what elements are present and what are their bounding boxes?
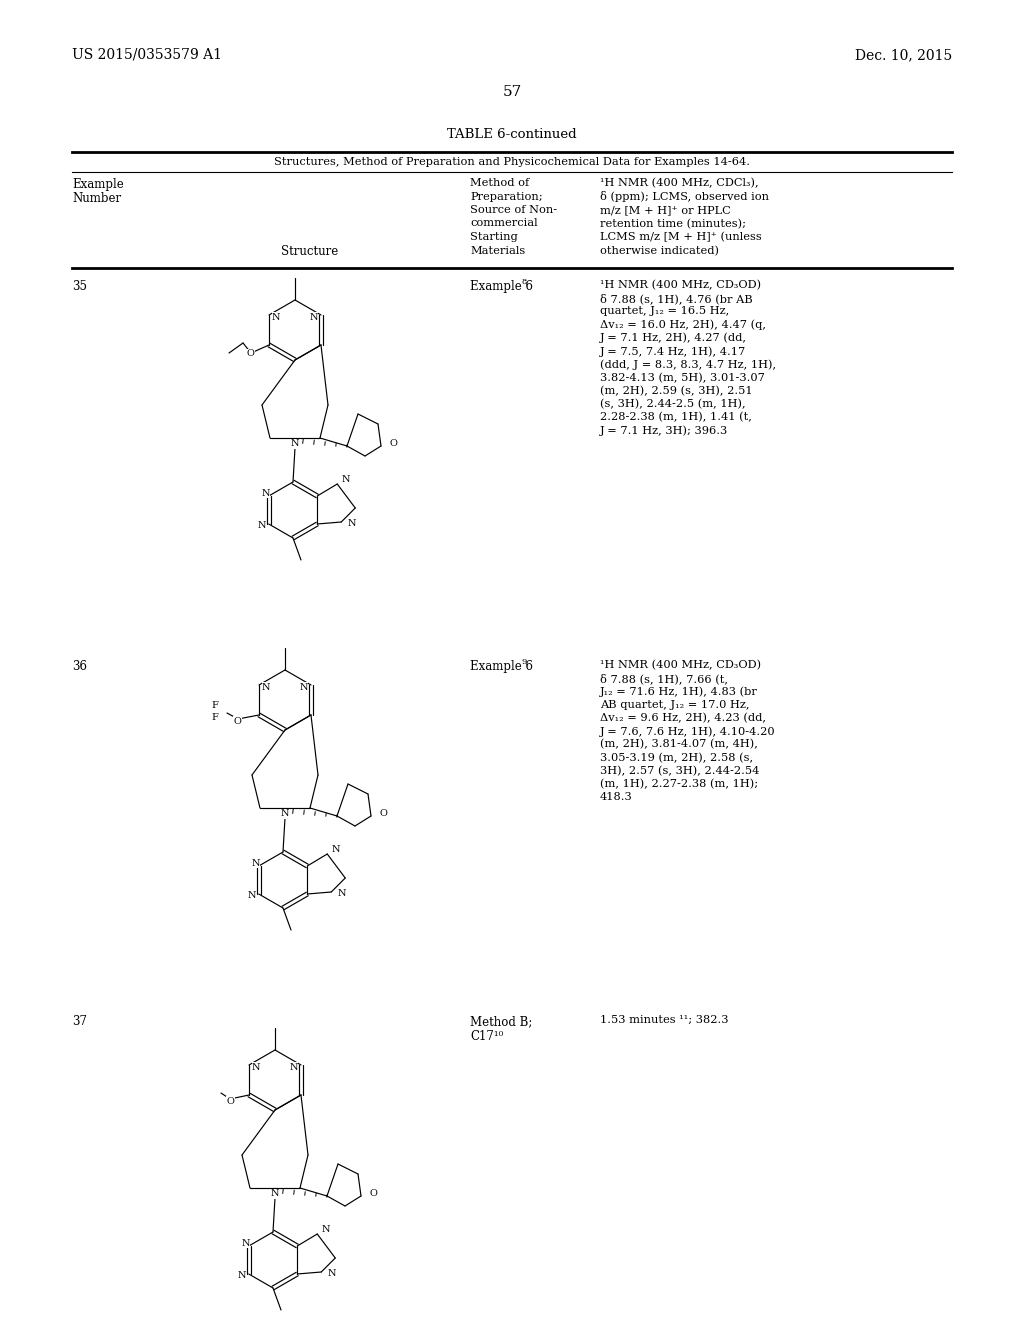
Text: 57: 57: [503, 84, 521, 99]
Text: ¹H NMR (400 MHz, CD₃OD): ¹H NMR (400 MHz, CD₃OD): [600, 660, 761, 671]
Text: N: N: [270, 1189, 280, 1199]
Text: 2.28-2.38 (m, 1H), 1.41 (t,: 2.28-2.38 (m, 1H), 1.41 (t,: [600, 412, 752, 422]
Text: J = 7.1 Hz, 3H); 396.3: J = 7.1 Hz, 3H); 396.3: [600, 425, 728, 436]
Text: (s, 3H), 2.44-2.5 (m, 1H),: (s, 3H), 2.44-2.5 (m, 1H),: [600, 399, 745, 409]
Text: Example 6: Example 6: [470, 280, 534, 293]
Text: 36: 36: [72, 660, 87, 673]
Text: Structures, Method of Preparation and Physicochemical Data for Examples 14-64.: Structures, Method of Preparation and Ph…: [274, 157, 750, 168]
Text: (ddd, J = 8.3, 8.3, 4.7 Hz, 1H),: (ddd, J = 8.3, 8.3, 4.7 Hz, 1H),: [600, 359, 776, 370]
Text: Method B;: Method B;: [470, 1015, 532, 1028]
Text: TABLE 6-continued: TABLE 6-continued: [447, 128, 577, 141]
Text: 9: 9: [522, 657, 527, 667]
Text: N: N: [257, 520, 266, 529]
Text: Example: Example: [72, 178, 124, 191]
Text: Number: Number: [72, 191, 121, 205]
Text: ¹H NMR (400 MHz, CD₃OD): ¹H NMR (400 MHz, CD₃OD): [600, 280, 761, 290]
Text: N: N: [291, 440, 299, 449]
Text: O: O: [233, 717, 241, 726]
Text: O: O: [226, 1097, 234, 1106]
Text: ¹H NMR (400 MHz, CDCl₃),: ¹H NMR (400 MHz, CDCl₃),: [600, 178, 759, 189]
Text: O: O: [379, 809, 387, 818]
Text: 37: 37: [72, 1015, 87, 1028]
Text: F: F: [212, 701, 218, 710]
Text: Materials: Materials: [470, 246, 525, 256]
Text: N: N: [341, 474, 350, 483]
Text: N: N: [261, 488, 269, 498]
Text: Source of Non-: Source of Non-: [470, 205, 557, 215]
Text: N: N: [331, 845, 340, 854]
Text: quartet, J₁₂ = 16.5 Hz,: quartet, J₁₂ = 16.5 Hz,: [600, 306, 729, 317]
Text: N: N: [337, 890, 346, 899]
Text: N: N: [309, 313, 318, 322]
Text: Starting: Starting: [470, 232, 518, 242]
Text: Dec. 10, 2015: Dec. 10, 2015: [855, 48, 952, 62]
Text: Preparation;: Preparation;: [470, 191, 543, 202]
Text: N: N: [322, 1225, 330, 1233]
Text: Δv₁₂ = 9.6 Hz, 2H), 4.23 (dd,: Δv₁₂ = 9.6 Hz, 2H), 4.23 (dd,: [600, 713, 766, 723]
Text: J₁₂ = 71.6 Hz, 1H), 4.83 (br: J₁₂ = 71.6 Hz, 1H), 4.83 (br: [600, 686, 758, 697]
Text: 8: 8: [522, 279, 527, 286]
Text: N: N: [242, 1238, 250, 1247]
Text: Δv₁₂ = 16.0 Hz, 2H), 4.47 (q,: Δv₁₂ = 16.0 Hz, 2H), 4.47 (q,: [600, 319, 766, 330]
Text: otherwise indicated): otherwise indicated): [600, 246, 719, 256]
Text: 3.05-3.19 (m, 2H), 2.58 (s,: 3.05-3.19 (m, 2H), 2.58 (s,: [600, 752, 753, 763]
Text: δ 7.88 (s, 1H), 7.66 (t,: δ 7.88 (s, 1H), 7.66 (t,: [600, 673, 728, 684]
Text: N: N: [247, 891, 256, 899]
Text: retention time (minutes);: retention time (minutes);: [600, 219, 746, 228]
Text: N: N: [262, 682, 270, 692]
Text: C17¹⁰: C17¹⁰: [470, 1030, 503, 1043]
Text: Method of: Method of: [470, 178, 529, 187]
Text: (m, 2H), 3.81-4.07 (m, 4H),: (m, 2H), 3.81-4.07 (m, 4H),: [600, 739, 758, 750]
Text: J = 7.5, 7.4 Hz, 1H), 4.17: J = 7.5, 7.4 Hz, 1H), 4.17: [600, 346, 746, 356]
Text: 3.82-4.13 (m, 5H), 3.01-3.07: 3.82-4.13 (m, 5H), 3.01-3.07: [600, 372, 765, 383]
Text: O: O: [389, 440, 397, 449]
Text: O: O: [369, 1189, 377, 1199]
Text: N: N: [290, 1063, 298, 1072]
Text: US 2015/0353579 A1: US 2015/0353579 A1: [72, 48, 222, 62]
Text: m/z [M + H]⁺ or HPLC: m/z [M + H]⁺ or HPLC: [600, 205, 731, 215]
Text: (m, 1H), 2.27-2.38 (m, 1H);: (m, 1H), 2.27-2.38 (m, 1H);: [600, 779, 758, 789]
Text: δ (ppm); LCMS, observed ion: δ (ppm); LCMS, observed ion: [600, 191, 769, 202]
Text: commercial: commercial: [470, 219, 538, 228]
Text: J = 7.6, 7.6 Hz, 1H), 4.10-4.20: J = 7.6, 7.6 Hz, 1H), 4.10-4.20: [600, 726, 775, 737]
Text: N: N: [251, 858, 260, 867]
Text: J = 7.1 Hz, 2H), 4.27 (dd,: J = 7.1 Hz, 2H), 4.27 (dd,: [600, 333, 746, 343]
Text: 35: 35: [72, 280, 87, 293]
Text: AB quartet, J₁₂ = 17.0 Hz,: AB quartet, J₁₂ = 17.0 Hz,: [600, 700, 750, 710]
Text: N: N: [281, 809, 289, 818]
Text: Example 6: Example 6: [470, 660, 534, 673]
Text: N: N: [252, 1063, 260, 1072]
Text: N: N: [299, 682, 308, 692]
Text: Structure: Structure: [282, 246, 339, 257]
Text: 1.53 minutes ¹¹; 382.3: 1.53 minutes ¹¹; 382.3: [600, 1015, 728, 1026]
Text: N: N: [328, 1270, 336, 1279]
Text: δ 7.88 (s, 1H), 4.76 (br AB: δ 7.88 (s, 1H), 4.76 (br AB: [600, 293, 753, 304]
Text: 418.3: 418.3: [600, 792, 633, 803]
Text: N: N: [238, 1270, 246, 1279]
Text: N: N: [347, 520, 355, 528]
Text: (m, 2H), 2.59 (s, 3H), 2.51: (m, 2H), 2.59 (s, 3H), 2.51: [600, 385, 753, 396]
Text: N: N: [272, 313, 281, 322]
Text: O: O: [246, 350, 254, 359]
Text: F: F: [212, 714, 218, 722]
Text: LCMS m/z [M + H]⁺ (unless: LCMS m/z [M + H]⁺ (unless: [600, 232, 762, 243]
Text: 3H), 2.57 (s, 3H), 2.44-2.54: 3H), 2.57 (s, 3H), 2.44-2.54: [600, 766, 760, 776]
